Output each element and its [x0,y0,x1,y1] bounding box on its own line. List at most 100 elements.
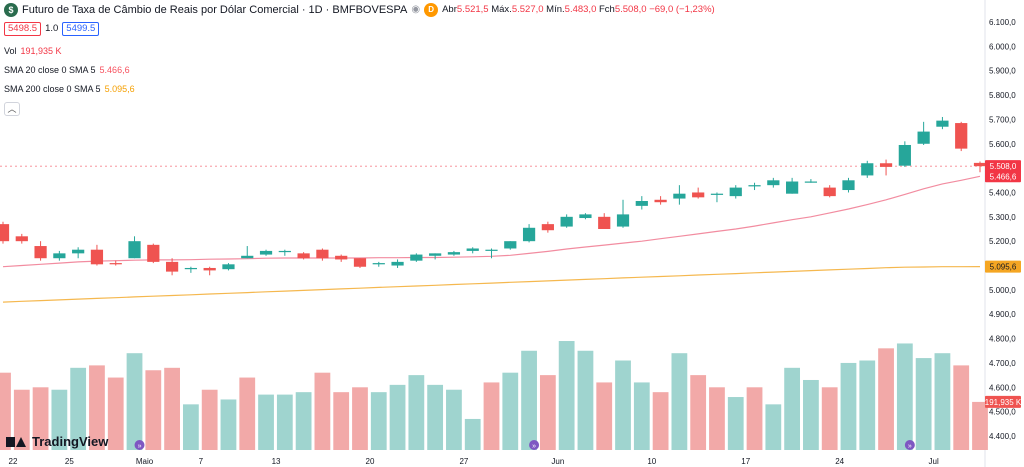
volume-bar [51,389,68,450]
volume-bar [709,387,725,450]
volume-bar [502,372,519,450]
volume-bar [615,360,631,450]
volume-bar [427,384,444,450]
candle-body [53,253,66,259]
volume-bar [370,392,387,450]
candle-body [673,193,686,199]
x-tick-label: Jun [551,457,564,466]
x-tick-label: Jul [929,457,939,466]
y-tick-label: 5.900,0 [989,67,1016,76]
tradingview-logo[interactable]: TradingView [6,434,108,449]
candle-body [372,263,385,265]
candle-body [90,249,104,265]
y-tick-label: 4.400,0 [989,432,1016,441]
ohlc-values: Abr5.521,5 Máx.5.527,0 Mín.5.483,0 Fch5.… [442,4,715,15]
candle-body [710,193,724,195]
candle-body [429,253,442,256]
y-tick-label: 5.300,0 [989,213,1016,222]
dividend-icon-glyph: » [908,443,912,450]
y-tick-label: 6.000,0 [989,42,1016,51]
volume-bar [164,367,180,450]
candle-body [748,185,761,187]
volume-bar [201,389,218,450]
candle-body [184,267,197,270]
volume-bar [70,367,87,450]
eye-icon[interactable]: ◉ [411,4,421,15]
candle-body [917,131,930,144]
x-tick-label: 20 [366,457,375,466]
sma20-legend[interactable]: SMA 20 close 0 SMA 5 5.466,6 [4,65,130,75]
y-tick-label: 5.600,0 [989,140,1016,149]
volume-bar [784,367,801,450]
d-badge[interactable]: D [424,3,439,17]
candle-body [598,216,611,229]
candle-body [879,163,893,167]
dividend-icon [529,440,540,450]
sell-button[interactable]: 5498.5 [4,22,42,36]
candle-body [692,192,705,198]
sma200-legend[interactable]: SMA 200 close 0 SMA 5 5.095,6 [4,84,135,94]
sma200-line [2,266,981,303]
candle-body [635,200,648,206]
volume-bar [145,370,162,450]
y-tick-label: 5.200,0 [989,237,1016,246]
buy-button[interactable]: 5499.5 [62,22,100,36]
volume-legend[interactable]: Vol 191,935 K [4,46,62,56]
dollar-sign-icon[interactable]: $ [4,3,18,17]
last-price-label-bg [985,160,1021,173]
volume-bar [652,392,669,450]
candle-body [973,162,987,167]
volume-bar [859,360,876,450]
candle-body [541,224,554,231]
dividend-icon [904,440,915,450]
volume-bar [803,379,819,450]
volume-bar [878,348,894,450]
volume-bar [89,365,105,450]
trade-row: 5498.5 1.0 5499.5 [4,22,715,36]
sma20-price-label: 5.466,6 [990,172,1017,181]
volume-bar [446,389,462,450]
candle-body [842,180,855,191]
candle-body [391,261,404,266]
candle-body [729,187,742,197]
dividend-icon-glyph: » [138,443,142,450]
x-tick-label: Maio [136,457,154,466]
volume-bar [896,343,913,450]
x-tick-label: 22 [9,457,18,466]
volume-bar [765,404,782,450]
candle-body [447,252,461,255]
dividend-icon-glyph: » [532,443,536,450]
candle-body [15,236,28,242]
candle-body [767,180,780,186]
sma200-price-label: 5.095,6 [990,263,1017,272]
candle-body [804,181,818,183]
y-tick-label: 4.600,0 [989,383,1016,392]
volume-bar [953,365,970,450]
volume-bar [727,397,744,450]
candle-body [128,241,141,259]
candle-body [936,120,949,127]
candle-body [222,264,235,270]
y-tick-label: 4.700,0 [989,359,1016,368]
volume-bar [0,372,11,450]
volume-bar [558,341,575,450]
candle-body [898,144,911,166]
y-tick-label: 5.700,0 [989,115,1016,124]
volume-bar [239,377,256,450]
volume-price-label-bg [985,395,1021,408]
candle-body [72,249,85,254]
volume-bar [483,382,500,450]
symbol-title[interactable]: Futuro de Taxa de Câmbio de Reais por Dó… [22,4,408,16]
volume-bar [276,394,293,450]
chevron-up-icon[interactable]: ︿ [4,102,20,116]
volume-bar [464,418,481,450]
volume-bar [577,350,594,450]
volume-bar [671,353,688,450]
candle-body [560,216,573,227]
volume-bar [258,394,274,450]
candle-body [522,227,536,242]
volume-bar [182,404,199,450]
candle-body [316,249,329,259]
volume-bar [126,353,143,450]
